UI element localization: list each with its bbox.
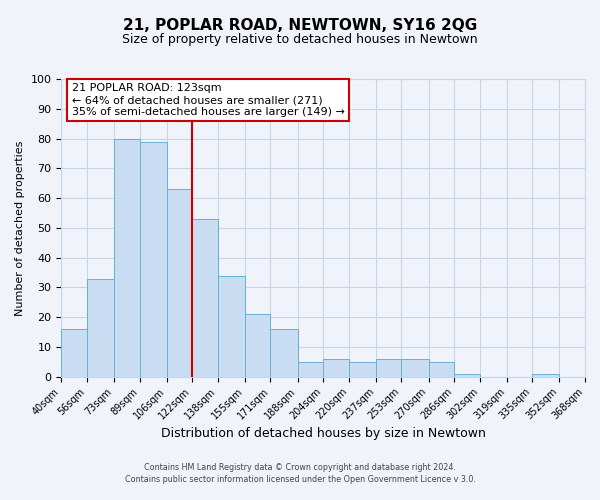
Text: 21 POPLAR ROAD: 123sqm
← 64% of detached houses are smaller (271)
35% of semi-de: 21 POPLAR ROAD: 123sqm ← 64% of detached… <box>72 84 344 116</box>
Text: Contains HM Land Registry data © Crown copyright and database right 2024.: Contains HM Land Registry data © Crown c… <box>144 464 456 472</box>
Bar <box>585 371 600 377</box>
Bar <box>192 219 218 377</box>
Bar <box>114 138 140 377</box>
Bar <box>323 359 349 377</box>
X-axis label: Distribution of detached houses by size in Newtown: Distribution of detached houses by size … <box>161 427 485 440</box>
Text: 21, POPLAR ROAD, NEWTOWN, SY16 2QG: 21, POPLAR ROAD, NEWTOWN, SY16 2QG <box>123 18 477 32</box>
Text: Size of property relative to detached houses in Newtown: Size of property relative to detached ho… <box>122 32 478 46</box>
Bar <box>532 374 559 377</box>
Y-axis label: Number of detached properties: Number of detached properties <box>15 140 25 316</box>
Bar <box>87 278 114 377</box>
Bar <box>401 359 428 377</box>
Bar <box>61 329 87 377</box>
Bar <box>245 314 271 377</box>
Bar <box>218 276 245 377</box>
Bar <box>140 142 167 377</box>
Bar <box>376 359 401 377</box>
Text: Contains public sector information licensed under the Open Government Licence v : Contains public sector information licen… <box>125 475 475 484</box>
Bar <box>271 329 298 377</box>
Bar <box>454 374 479 377</box>
Bar <box>349 362 376 377</box>
Bar <box>428 362 454 377</box>
Bar <box>167 189 192 377</box>
Bar <box>298 362 323 377</box>
